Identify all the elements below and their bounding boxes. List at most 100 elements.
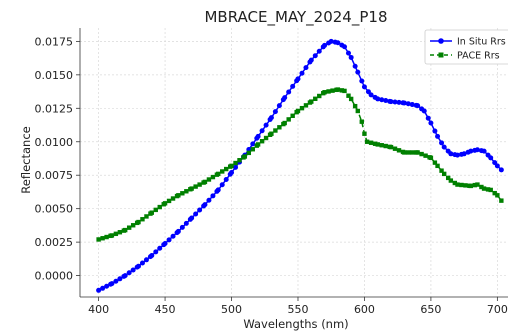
data-point (162, 201, 168, 206)
data-point (330, 88, 335, 93)
data-point (166, 237, 172, 243)
data-point (210, 174, 216, 180)
data-point (157, 204, 162, 210)
data-point (375, 142, 380, 147)
y-tick-label: 0.0100 (35, 136, 74, 149)
data-point (392, 146, 398, 151)
data-point (202, 202, 208, 208)
data-point (316, 48, 322, 54)
data-point (290, 113, 295, 118)
data-point (109, 281, 115, 287)
data-point (104, 283, 110, 289)
data-point (423, 153, 428, 158)
data-point (299, 70, 305, 76)
data-point (162, 240, 168, 246)
data-point (153, 249, 159, 255)
data-point (149, 210, 154, 215)
data-point (401, 100, 407, 106)
data-point (326, 89, 331, 94)
data-point (448, 178, 454, 183)
data-point (224, 166, 229, 172)
data-point (276, 103, 282, 109)
data-point (459, 182, 464, 188)
legend-marker (438, 38, 444, 44)
data-point (113, 231, 119, 237)
y-tick-label: 0.0125 (35, 102, 74, 115)
data-point (488, 155, 494, 161)
data-point (396, 148, 402, 153)
data-point (335, 87, 341, 92)
data-point (96, 287, 102, 293)
data-point (485, 187, 491, 192)
data-point (229, 163, 234, 169)
data-point (206, 177, 212, 182)
data-point (179, 224, 185, 230)
data-point (126, 225, 132, 230)
data-point (454, 152, 460, 158)
y-tick-label: 0.0000 (35, 270, 74, 283)
series-in-situ-rrs (96, 38, 504, 293)
data-point (100, 285, 106, 291)
data-point (215, 187, 221, 193)
data-point (355, 108, 361, 114)
data-point (439, 140, 445, 146)
data-point (183, 220, 189, 226)
data-point (282, 120, 287, 126)
data-point (415, 150, 420, 155)
data-point (452, 180, 458, 186)
data-point (317, 93, 322, 99)
data-point (488, 187, 493, 193)
data-point (255, 133, 261, 139)
data-point (269, 131, 274, 136)
data-point (229, 170, 235, 176)
data-point (348, 96, 354, 102)
data-point (468, 183, 473, 189)
data-point (375, 96, 381, 102)
data-point (348, 54, 354, 60)
data-point (189, 215, 195, 221)
data-point (140, 217, 145, 222)
data-point (180, 191, 185, 196)
data-point (475, 182, 480, 187)
data-point (166, 198, 172, 204)
data-point (379, 97, 385, 103)
data-point (246, 150, 252, 156)
data-point (282, 95, 288, 101)
data-point (463, 183, 468, 188)
data-point (342, 44, 348, 50)
x-tick-label: 450 (155, 303, 176, 316)
y-tick-label: 0.0050 (35, 203, 74, 216)
data-point (286, 117, 291, 122)
data-point (117, 230, 123, 235)
data-point (405, 101, 411, 107)
data-point (176, 193, 181, 198)
data-point (494, 163, 500, 169)
data-point (328, 38, 334, 44)
data-point (474, 147, 480, 153)
data-point (259, 139, 265, 144)
data-point (104, 234, 109, 240)
data-point (223, 176, 229, 182)
data-point (396, 99, 402, 105)
data-point (268, 115, 274, 121)
legend-marker (438, 52, 444, 58)
data-point (368, 140, 374, 145)
data-point (361, 84, 367, 90)
data-point (136, 219, 141, 225)
data-point (144, 214, 149, 219)
legend: In Situ Rrs PACE Rrs (424, 29, 508, 65)
data-point (220, 169, 225, 174)
data-point (255, 142, 261, 147)
data-point (421, 108, 427, 114)
data-point (277, 125, 282, 130)
data-point (263, 135, 269, 141)
data-point (419, 151, 424, 157)
data-point (286, 89, 292, 95)
data-point (406, 150, 411, 155)
data-point (402, 150, 407, 155)
data-point (139, 260, 145, 266)
data-point (495, 193, 500, 198)
data-point (290, 83, 296, 89)
data-point (233, 164, 239, 170)
data-point (432, 128, 438, 134)
